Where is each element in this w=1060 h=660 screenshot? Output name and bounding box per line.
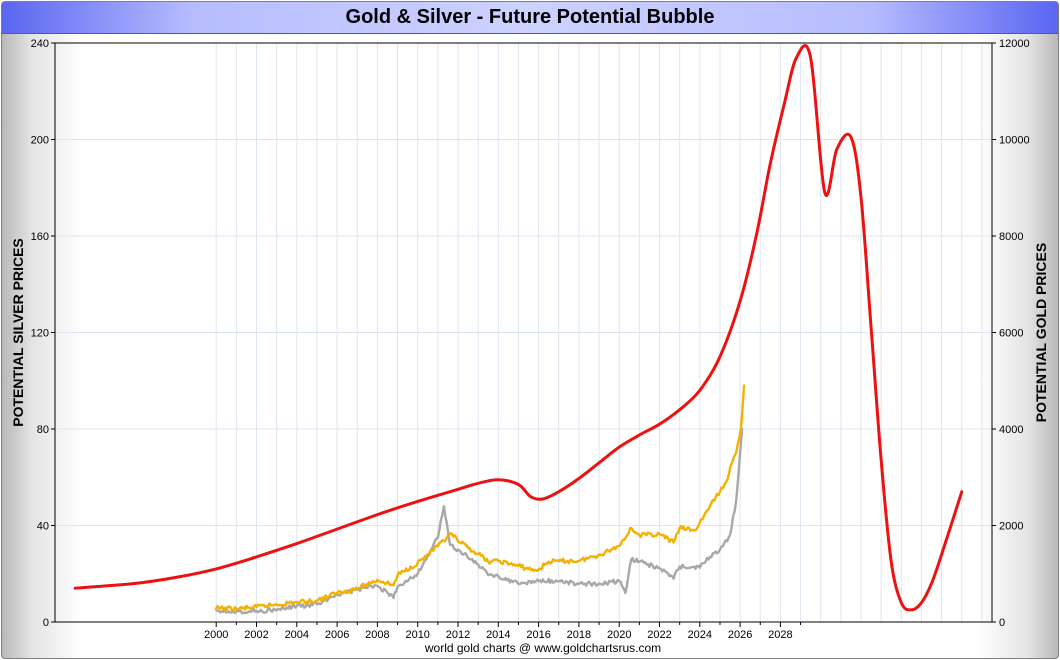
y-right-tick-label: 0 [999, 617, 1005, 629]
x-tick-label: 2028 [768, 629, 792, 641]
x-tick-label: 2006 [325, 629, 349, 641]
y-right-tick-label: 2000 [999, 521, 1023, 533]
y-left-tick-label: 40 [37, 521, 49, 533]
y-left-tick-label: 240 [31, 38, 49, 50]
title-bar: Gold & Silver - Future Potential Bubble [2, 2, 1058, 34]
y-left-tick-label: 120 [31, 328, 49, 340]
source-footer: world gold charts @ www.goldchartsrus.co… [424, 641, 661, 655]
y-right-tick-label: 4000 [999, 424, 1023, 436]
x-tick-label: 2002 [244, 629, 268, 641]
x-tick-label: 2020 [607, 629, 631, 641]
y-right-tick-label: 12000 [999, 38, 1030, 50]
y-left-tick-label: 160 [31, 231, 49, 243]
x-tick-label: 2026 [728, 629, 752, 641]
x-tick-label: 2004 [285, 629, 309, 641]
x-tick-label: 2010 [405, 629, 429, 641]
x-tick-label: 2022 [647, 629, 671, 641]
x-axis: 2000 2002 2004 2006 2008 2010 2012 2014 2016 2018… [204, 622, 802, 641]
series-line-silver [215, 427, 744, 615]
x-tick-label: 2000 [204, 629, 228, 641]
y-axis-right: 0 2000 4000 6000 8000 10000 12000 [992, 38, 1030, 629]
x-tick-label: 2014 [486, 629, 510, 641]
y-axis-left-title: POTENTIAL SILVER PRICES [10, 238, 26, 427]
series-line-potential-bubble-path [73, 44, 964, 612]
y-right-tick-label: 8000 [999, 231, 1023, 243]
grid-lines [55, 42, 992, 623]
y-axis-left: 0 40 80 120 160 200 240 [31, 38, 55, 629]
x-tick-label: 2016 [526, 629, 550, 641]
series-group [73, 44, 964, 615]
y-left-tick-label: 80 [37, 424, 49, 436]
chart-title: Gold & Silver - Future Potential Bubble [345, 6, 715, 28]
x-tick-label: 2018 [567, 629, 591, 641]
x-tick-label: 2008 [365, 629, 389, 641]
y-right-tick-label: 6000 [999, 328, 1023, 340]
series-line-gold [215, 384, 746, 613]
y-right-tick-label: 10000 [999, 135, 1030, 147]
y-left-tick-label: 200 [31, 135, 49, 147]
x-tick-label: 2012 [446, 629, 470, 641]
y-left-tick-label: 0 [43, 617, 49, 629]
x-tick-label: 2024 [688, 629, 712, 641]
y-axis-right-title: POTENTIAL GOLD PRICES [1033, 243, 1049, 422]
